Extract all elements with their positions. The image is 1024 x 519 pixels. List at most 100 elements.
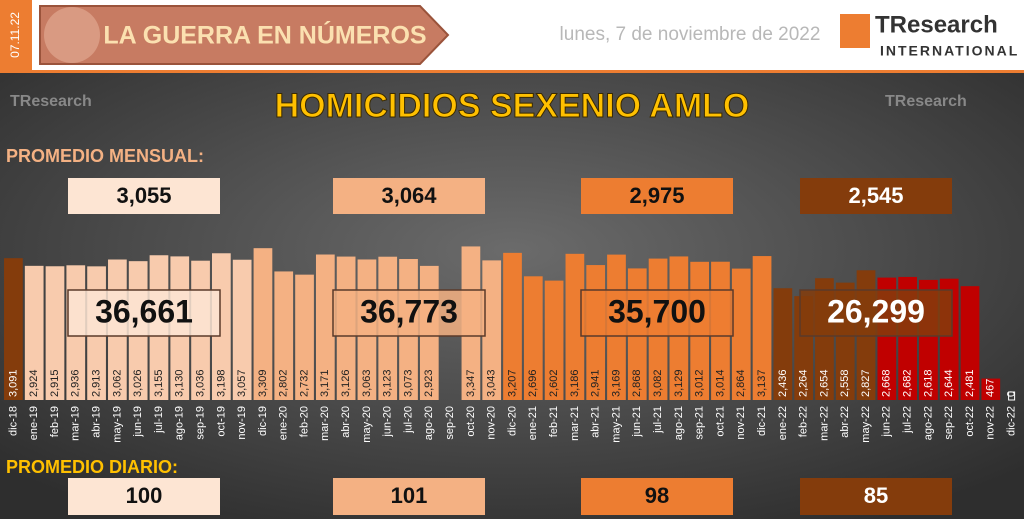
value-label: 3,309: [257, 369, 269, 397]
x-tick-label: nov-19: [236, 406, 248, 440]
value-label: 3,036: [194, 369, 206, 397]
bar: [523, 276, 543, 400]
banner-icon: [44, 7, 100, 63]
bar: [482, 260, 502, 400]
header-rule: [0, 70, 1024, 73]
x-tick-label: jul-20: [402, 406, 414, 434]
x-tick-label: sep-22: [943, 406, 955, 440]
value-label: 3,082: [652, 369, 664, 397]
banner-text: LA GUERRA EN NÚMEROS: [103, 20, 426, 50]
x-tick-label: jun-20: [382, 406, 394, 438]
bar: [315, 254, 335, 400]
x-tick-label: jul-19: [153, 406, 165, 434]
monthly-box: [800, 178, 952, 214]
bar: [274, 271, 294, 400]
value-label: 3,129: [673, 369, 685, 397]
value-label: 2,558: [839, 369, 851, 397]
total-box: [332, 289, 486, 337]
value-label: 3,012: [694, 369, 706, 397]
total-box: [580, 289, 734, 337]
value-label: 2,481: [964, 369, 976, 397]
logo: TResearch: [875, 11, 998, 38]
value-label: 3,026: [132, 369, 144, 397]
x-tick-label: abr-20: [340, 406, 352, 438]
period-total: 36,773: [360, 293, 458, 329]
x-tick-label: sep-21: [694, 406, 706, 440]
bar: [773, 288, 793, 400]
monthly-average: 3,064: [381, 183, 437, 208]
value-label: 2,941: [590, 369, 602, 397]
x-tick-label: ene-22: [777, 406, 789, 440]
x-tick-label: abr-22: [839, 406, 851, 438]
bar: [960, 286, 980, 400]
value-label: 3,091: [7, 369, 19, 397]
daily-box: [581, 478, 733, 515]
monthly-box: [68, 178, 220, 214]
date-strip: [0, 0, 32, 70]
bar: [4, 258, 23, 400]
bar: [24, 265, 44, 400]
x-tick-label: may-21: [610, 406, 622, 443]
value-label: 3,155: [153, 369, 165, 397]
x-tick-label: oct-19: [215, 406, 227, 437]
bar: [503, 252, 522, 400]
x-tick-label: feb-19: [49, 406, 61, 437]
x-tick-label: dic-19: [257, 406, 269, 436]
value-label: 3,169: [610, 369, 622, 397]
x-tick-label: ago-20: [423, 406, 435, 440]
x-tick-label: nov-21: [735, 406, 747, 440]
value-label: 467: [985, 379, 997, 397]
x-tick-label: feb-20: [298, 406, 310, 437]
value-label: 2,436: [777, 369, 789, 397]
x-tick-label: jun-21: [631, 406, 643, 438]
value-label: 3,123: [382, 369, 394, 397]
value-label: 3,186: [569, 369, 581, 397]
value-label: 2,264: [798, 369, 810, 397]
period-total: 35,700: [608, 293, 706, 329]
value-label: 3,063: [361, 369, 373, 397]
value-label: 2,732: [298, 369, 310, 397]
value-label: 2,602: [548, 369, 560, 397]
x-tick-label: sep-19: [194, 406, 206, 440]
x-tick-label: oct-20: [465, 406, 477, 437]
x-tick-label: jun-22: [881, 406, 893, 438]
bar: [565, 253, 585, 400]
x-tick-label: mar-20: [319, 406, 331, 441]
period-total: 26,299: [827, 293, 925, 329]
daily-average: 85: [864, 483, 888, 508]
x-tick-label: mar-22: [818, 406, 830, 441]
monthly-average: 2,975: [629, 183, 684, 208]
bar: [45, 266, 65, 400]
x-tick-label: nov-22: [985, 406, 997, 440]
total-box: [799, 289, 953, 337]
x-tick-label: sep-20: [444, 406, 456, 440]
bar-outline: [1008, 391, 1016, 401]
value-label: 2,913: [90, 369, 102, 397]
bar: [981, 378, 1001, 400]
value-label: 3,171: [319, 369, 331, 397]
bar: [544, 280, 564, 400]
logo-sub: INTERNATIONAL: [880, 43, 1019, 59]
daily-box: [68, 478, 220, 515]
value-label: 2,915: [49, 369, 61, 397]
x-tick-label: feb-22: [798, 406, 810, 437]
daily-box: [333, 478, 485, 515]
daily-label: PROMEDIO DIARIO:: [6, 457, 178, 477]
value-label: 3,207: [506, 369, 518, 397]
daily-average: 100: [126, 483, 163, 508]
bar: [295, 274, 314, 400]
x-tick-label: abr-21: [590, 406, 602, 438]
x-tick-label: nov-20: [486, 406, 498, 440]
monthly-box: [581, 178, 733, 214]
value-label: 0: [1006, 391, 1018, 397]
x-tick-label: ago-21: [673, 406, 685, 440]
value-label: 2,802: [278, 369, 290, 397]
daily-average: 98: [645, 483, 669, 508]
value-label: 3,126: [340, 369, 352, 397]
value-label: 2,668: [881, 369, 893, 397]
banner: [39, 5, 450, 65]
x-tick-label: dic-20: [506, 406, 518, 436]
x-tick-label: ago-19: [174, 406, 186, 440]
x-tick-label: may-22: [860, 406, 872, 443]
monthly-average: 2,545: [848, 183, 903, 208]
